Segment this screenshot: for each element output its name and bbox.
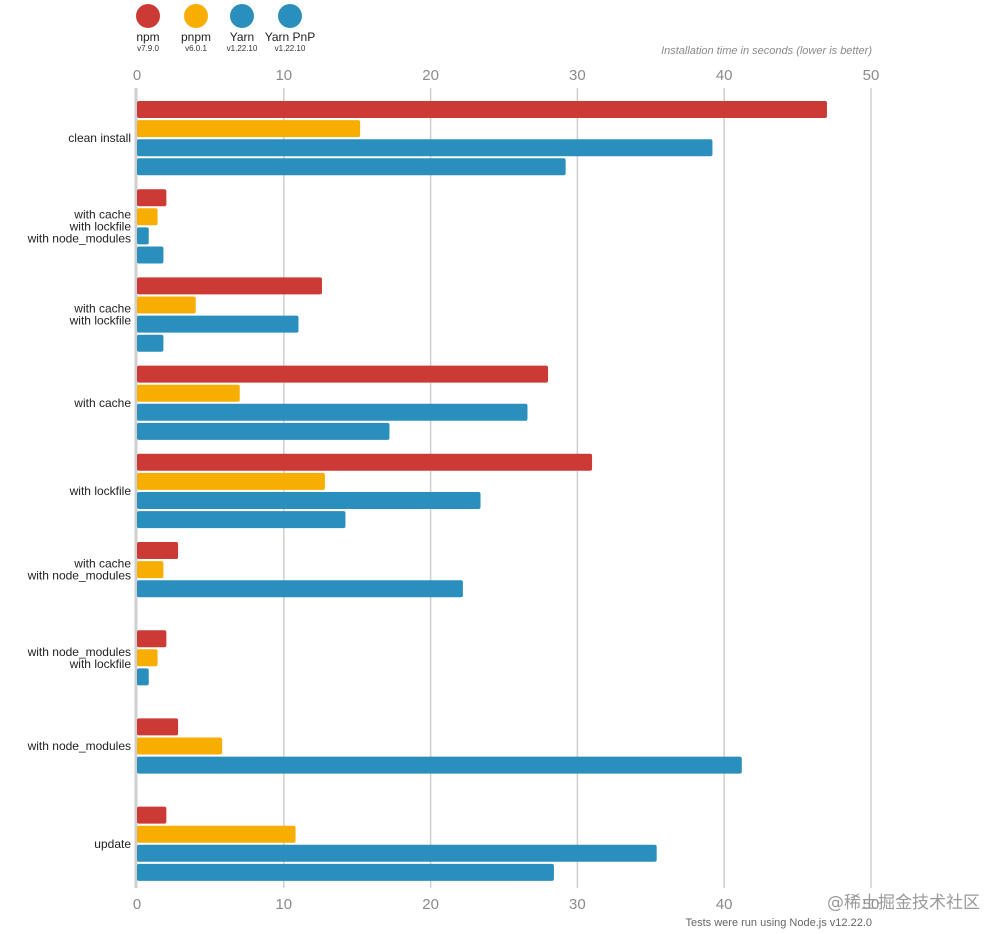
bar-pnpm-0 bbox=[137, 120, 361, 138]
bar-npm-3 bbox=[137, 365, 549, 383]
x-tick-bottom-10: 10 bbox=[275, 896, 292, 913]
bar-yarn-6 bbox=[137, 668, 149, 686]
legend-name: npm bbox=[136, 30, 160, 44]
category-label-3-0: with cache bbox=[73, 396, 131, 410]
legend-swatch bbox=[278, 4, 302, 28]
bar-yarn-pnp-4 bbox=[137, 511, 346, 529]
bar-npm-2 bbox=[137, 277, 322, 295]
x-tick-bottom-0: 0 bbox=[133, 896, 141, 913]
bar-yarn-pnp-8 bbox=[137, 863, 554, 881]
category-label-2-1: with lockfile bbox=[69, 314, 132, 328]
legend-item-npm: npm v7.9.0 bbox=[113, 4, 183, 54]
bar-pnpm-7 bbox=[137, 737, 223, 755]
category-label-1-1: with lockfile bbox=[69, 219, 132, 233]
bar-yarn-0 bbox=[137, 139, 713, 157]
bar-npm-4 bbox=[137, 453, 593, 471]
legend-swatch bbox=[184, 4, 208, 28]
category-label-7-0: with node_modules bbox=[27, 739, 131, 753]
bar-pnpm-5 bbox=[137, 561, 164, 579]
bar-pnpm-4 bbox=[137, 472, 325, 490]
category-label-6-0: with node_modules bbox=[27, 645, 131, 659]
x-tick-top-20: 20 bbox=[422, 67, 439, 84]
bar-pnpm-8 bbox=[137, 825, 296, 843]
legend-version: v1.22.10 bbox=[226, 44, 258, 53]
x-tick-bottom-40: 40 bbox=[716, 896, 733, 913]
legend-item-yarn-pnp: Yarn PnP v1.22.10 bbox=[255, 4, 325, 54]
bar-yarn-pnp-1 bbox=[137, 246, 164, 264]
watermark: @稀土掘金技术社区 bbox=[827, 893, 980, 913]
x-tick-top-10: 10 bbox=[275, 67, 292, 84]
footnote: Tests were run using Node.js v12.22.0 bbox=[685, 917, 873, 929]
category-label-5-1: with node_modules bbox=[27, 569, 131, 583]
bar-yarn-3 bbox=[137, 403, 528, 421]
x-tick-top-0: 0 bbox=[133, 67, 141, 84]
legend-swatch bbox=[230, 4, 254, 28]
bar-yarn-5 bbox=[137, 580, 463, 598]
legend-item-pnpm: pnpm v6.0.1 bbox=[161, 4, 231, 54]
category-label-1-2: with node_modules bbox=[27, 231, 131, 245]
bar-yarn-pnp-2 bbox=[137, 334, 164, 352]
bar-npm-5 bbox=[137, 542, 179, 559]
bar-pnpm-3 bbox=[137, 384, 240, 402]
bar-yarn-1 bbox=[137, 227, 149, 245]
legend-version: v1.22.10 bbox=[274, 44, 306, 53]
category-label-4-0: with lockfile bbox=[69, 484, 132, 498]
bar-npm-7 bbox=[137, 718, 179, 736]
legend-name: Yarn bbox=[229, 30, 255, 44]
x-axis-title: Installation time in seconds (lower is b… bbox=[661, 45, 872, 57]
category-label-0-0: clean install bbox=[68, 131, 131, 145]
x-tick-top-40: 40 bbox=[716, 67, 733, 84]
bar-yarn-7 bbox=[137, 756, 742, 774]
legend-swatch bbox=[136, 4, 160, 28]
bar-yarn-pnp-0 bbox=[137, 158, 566, 176]
bar-yarn-8 bbox=[137, 844, 657, 862]
category-label-8-0: update bbox=[94, 837, 131, 851]
legend-name: pnpm bbox=[180, 30, 212, 44]
legend-item-yarn: Yarn v1.22.10 bbox=[207, 4, 277, 54]
x-tick-bottom-50: 50 bbox=[863, 896, 880, 913]
bar-yarn-2 bbox=[137, 315, 299, 333]
x-tick-bottom-20: 20 bbox=[422, 896, 439, 913]
x-tick-top-30: 30 bbox=[569, 67, 586, 84]
bar-npm-8 bbox=[137, 806, 167, 824]
bar-npm-6 bbox=[137, 630, 167, 648]
legend-version: v6.0.1 bbox=[185, 44, 207, 53]
bar-npm-0 bbox=[137, 101, 827, 118]
category-label-5-0: with cache bbox=[73, 557, 131, 571]
bar-pnpm-1 bbox=[137, 208, 158, 226]
bar-yarn-4 bbox=[137, 492, 481, 509]
legend-name: Yarn PnP bbox=[264, 30, 316, 44]
category-label-2-0: with cache bbox=[73, 302, 131, 316]
bar-pnpm-6 bbox=[137, 649, 158, 667]
bar-pnpm-2 bbox=[137, 296, 196, 314]
x-tick-top-50: 50 bbox=[863, 67, 880, 84]
category-label-1-0: with cache bbox=[73, 207, 131, 221]
bar-yarn-pnp-3 bbox=[137, 422, 390, 440]
bar-npm-1 bbox=[137, 189, 167, 207]
x-tick-bottom-30: 30 bbox=[569, 896, 586, 913]
legend-version: v7.9.0 bbox=[137, 44, 159, 53]
category-label-6-1: with lockfile bbox=[69, 657, 132, 671]
